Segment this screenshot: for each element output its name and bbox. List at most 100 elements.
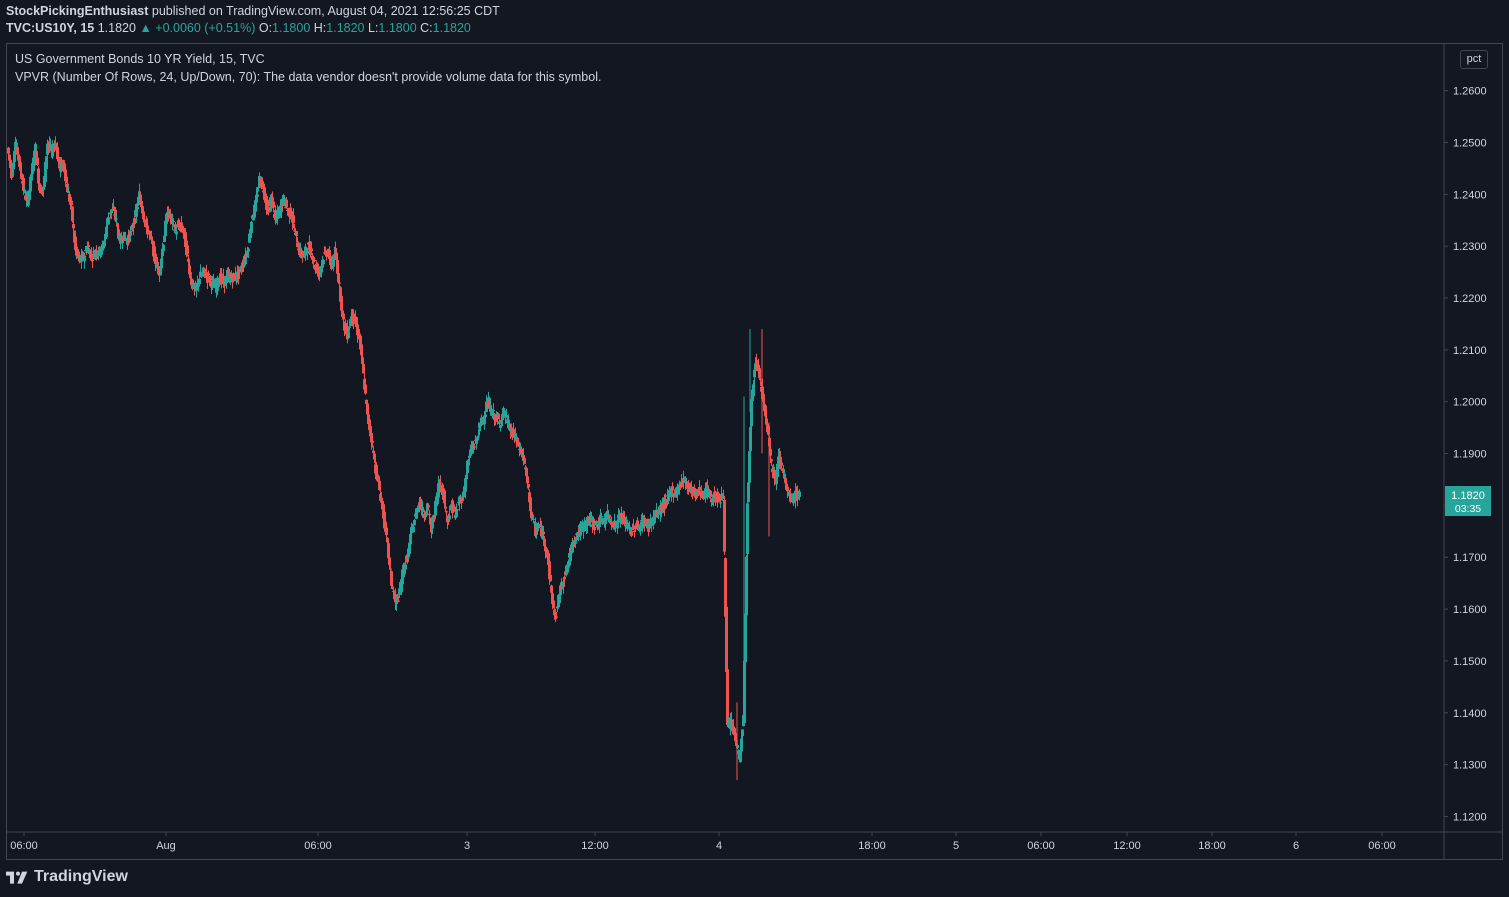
- candle-body: [722, 496, 725, 499]
- candle-body: [61, 162, 64, 168]
- candle-body: [347, 332, 350, 339]
- candle-body: [87, 245, 90, 248]
- candle-body: [446, 515, 449, 523]
- candle-body: [693, 487, 696, 495]
- candle-body: [34, 143, 37, 153]
- candle-body: [743, 660, 746, 724]
- candle-body: [421, 507, 424, 513]
- candle-body: [111, 209, 114, 211]
- candle-body: [634, 525, 637, 530]
- candle-body: [526, 476, 529, 484]
- candle-body: [410, 527, 413, 534]
- candle-body: [406, 555, 409, 562]
- candle-body: [611, 522, 614, 528]
- candle-body: [86, 245, 89, 252]
- candle-body: [289, 207, 292, 218]
- candle-body: [716, 491, 719, 503]
- candle-body: [167, 210, 170, 217]
- candle-body: [725, 606, 728, 672]
- candle-body: [207, 273, 210, 276]
- candle-body: [325, 254, 328, 257]
- candle-body: [174, 224, 177, 230]
- logo-text: TradingView: [34, 868, 128, 885]
- y-tick-label: 1.2000: [1453, 397, 1487, 409]
- candles: [7, 136, 801, 781]
- candle-body: [770, 459, 773, 462]
- candle-body: [165, 213, 168, 224]
- candle-body: [750, 399, 753, 427]
- candle-body: [579, 526, 582, 536]
- candle-body: [709, 490, 712, 497]
- candle-body: [91, 260, 94, 262]
- candle-body: [663, 501, 666, 509]
- candle-body: [139, 194, 142, 201]
- candle-body: [240, 269, 243, 271]
- x-tick-label: 06:00: [10, 840, 38, 852]
- x-axis: 06:00 Aug 06:00 3 12:00 4 18:00 5 06:00 12:00 18:0…: [10, 832, 1396, 852]
- candle-body: [583, 521, 586, 531]
- tradingview-logo[interactable]: TradingView: [6, 868, 128, 886]
- candle-body: [784, 478, 787, 483]
- candle-body: [473, 446, 476, 448]
- candle-body: [72, 224, 75, 229]
- candle-body: [719, 502, 722, 504]
- candle-body: [795, 489, 798, 495]
- candle-body: [128, 236, 131, 241]
- candle-body: [386, 538, 389, 543]
- x-tick-label: 3: [464, 840, 470, 852]
- candle-body: [249, 231, 252, 239]
- candle-body: [545, 549, 548, 555]
- candle-body: [416, 511, 419, 513]
- candle-body: [701, 496, 704, 498]
- low-value: 1.1800: [378, 21, 417, 35]
- y-tick-label: 1.2600: [1453, 86, 1487, 98]
- candle-body: [555, 616, 558, 618]
- candle-body: [744, 613, 747, 663]
- y-tick-label: 1.1300: [1453, 760, 1487, 772]
- candle-body: [209, 275, 212, 281]
- candle-body: [24, 195, 27, 200]
- legend-title[interactable]: US Government Bonds 10 YR Yield, 15, TVC: [15, 52, 265, 66]
- candle-body: [427, 505, 430, 508]
- pct-scale-button[interactable]: pct: [1460, 50, 1488, 69]
- y-tick-label: 1.1500: [1453, 656, 1487, 668]
- high-value: 1.1820: [326, 21, 365, 35]
- candle-body: [237, 269, 240, 278]
- candle-body: [566, 567, 569, 571]
- candle-body: [425, 511, 428, 516]
- publish-text: published on TradingView.com, August 04,…: [148, 4, 500, 18]
- candle-body: [461, 497, 464, 501]
- candle-body: [670, 487, 673, 498]
- candle-body: [22, 177, 25, 191]
- candle-body: [491, 413, 494, 416]
- candle-body: [339, 287, 342, 302]
- indicator-legend[interactable]: VPVR (Number Of Rows, 24, Up/Down, 70): …: [15, 70, 602, 84]
- candle-body: [525, 468, 528, 477]
- y-tick-label: 1.1700: [1453, 552, 1487, 564]
- candle-body: [295, 230, 298, 237]
- author-name[interactable]: StockPickingEnthusiast: [6, 4, 149, 18]
- candle-body: [643, 520, 646, 527]
- candle-body: [514, 433, 517, 440]
- candle-body: [201, 271, 204, 275]
- candle-body: [740, 738, 743, 752]
- y-axis: 1.2600 1.2500 1.2400 1.2300 1.2200 1.2100 1.20…: [1444, 86, 1487, 823]
- candle-body: [172, 220, 175, 222]
- candle-body: [302, 253, 305, 258]
- candle-body: [98, 246, 101, 252]
- candle-body: [8, 154, 11, 161]
- candle-body: [644, 519, 647, 522]
- candle-body: [120, 238, 123, 240]
- candle-body: [620, 513, 623, 518]
- candle-body: [515, 439, 518, 441]
- candle-body: [712, 498, 715, 500]
- candle-body: [788, 492, 791, 494]
- chart-pane[interactable]: [6, 43, 1503, 860]
- candle-body: [538, 524, 541, 528]
- candle-body: [451, 500, 454, 514]
- candle-body: [153, 246, 156, 252]
- candle-body: [415, 509, 418, 519]
- candle-body: [417, 505, 420, 510]
